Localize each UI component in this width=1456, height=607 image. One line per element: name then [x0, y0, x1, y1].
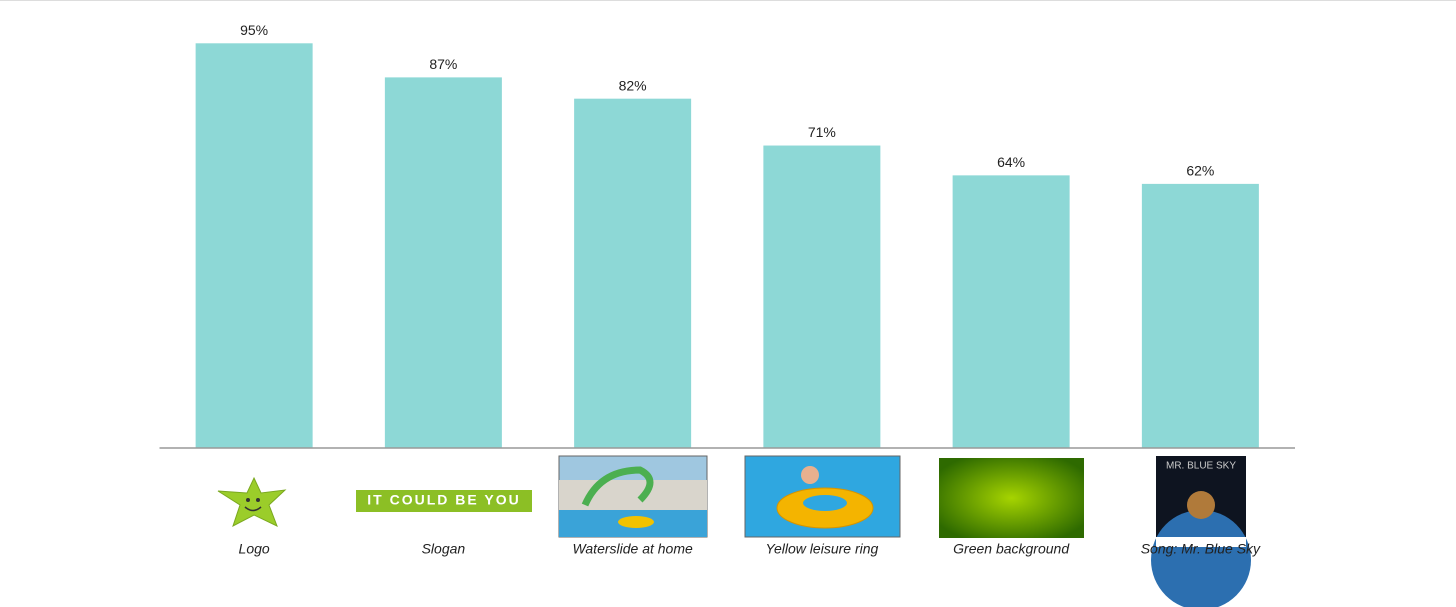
- x-tick-label: Slogan: [422, 541, 466, 557]
- value-label: 71%: [808, 124, 836, 140]
- bar: [763, 145, 881, 449]
- waterslide-image: [558, 455, 708, 538]
- album-text: MR. BLUE SKY: [1166, 461, 1236, 472]
- x-tick-label: Song: Mr. Blue Sky: [1141, 541, 1261, 557]
- value-label: 87%: [429, 56, 457, 72]
- x-tick-label: Waterslide at home: [572, 541, 693, 557]
- x-tick-label: Logo: [239, 541, 270, 557]
- green-image: [939, 458, 1084, 538]
- album-image: MR. BLUE SKY: [1151, 456, 1251, 607]
- value-label: 95%: [240, 22, 268, 38]
- slogan-image: IT COULD BE YOU: [356, 490, 532, 512]
- bar: [384, 77, 502, 448]
- bar: [574, 98, 692, 449]
- x-tick-label: Green background: [953, 541, 1070, 557]
- value-label: 62%: [1186, 163, 1214, 179]
- x-tick-label: Yellow leisure ring: [765, 541, 878, 557]
- bar: [1141, 183, 1259, 448]
- value-label: 64%: [997, 154, 1025, 170]
- bar: [195, 43, 313, 449]
- ring-image: [744, 455, 901, 538]
- value-label: 82%: [619, 77, 647, 93]
- bar: [952, 175, 1070, 449]
- logo-icon: [217, 476, 287, 528]
- slogan-text: IT COULD BE YOU: [367, 492, 520, 508]
